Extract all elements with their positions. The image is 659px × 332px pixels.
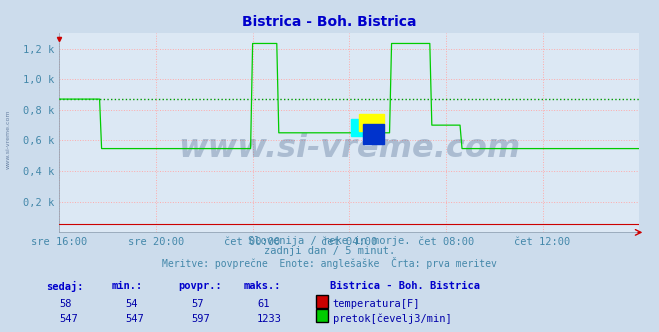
Text: 57: 57 (191, 299, 204, 309)
Text: temperatura[F]: temperatura[F] (333, 299, 420, 309)
Text: pretok[čevelj3/min]: pretok[čevelj3/min] (333, 314, 451, 324)
Text: Bistrica - Boh. Bistrica: Bistrica - Boh. Bistrica (243, 15, 416, 29)
Text: 547: 547 (59, 314, 78, 324)
Text: 54: 54 (125, 299, 138, 309)
Text: povpr.:: povpr.: (178, 281, 221, 290)
Text: maks.:: maks.: (244, 281, 281, 290)
Text: Meritve: povprečne  Enote: anglešaške  Črta: prva meritev: Meritve: povprečne Enote: anglešaške Črt… (162, 257, 497, 269)
Text: sedaj:: sedaj: (46, 281, 84, 291)
Text: 58: 58 (59, 299, 72, 309)
Text: www.si-vreme.com: www.si-vreme.com (5, 110, 11, 169)
Text: Bistrica - Boh. Bistrica: Bistrica - Boh. Bistrica (330, 281, 480, 290)
Text: 1233: 1233 (257, 314, 282, 324)
Text: www.si-vreme.com: www.si-vreme.com (178, 133, 521, 164)
Text: 597: 597 (191, 314, 210, 324)
Bar (351, 119, 376, 136)
Text: Slovenija / reke in morje.: Slovenija / reke in morje. (248, 236, 411, 246)
Text: 547: 547 (125, 314, 144, 324)
Text: min.:: min.: (112, 281, 143, 290)
Text: 61: 61 (257, 299, 270, 309)
Bar (359, 115, 384, 131)
Bar (363, 124, 384, 143)
Text: zadnji dan / 5 minut.: zadnji dan / 5 minut. (264, 246, 395, 256)
